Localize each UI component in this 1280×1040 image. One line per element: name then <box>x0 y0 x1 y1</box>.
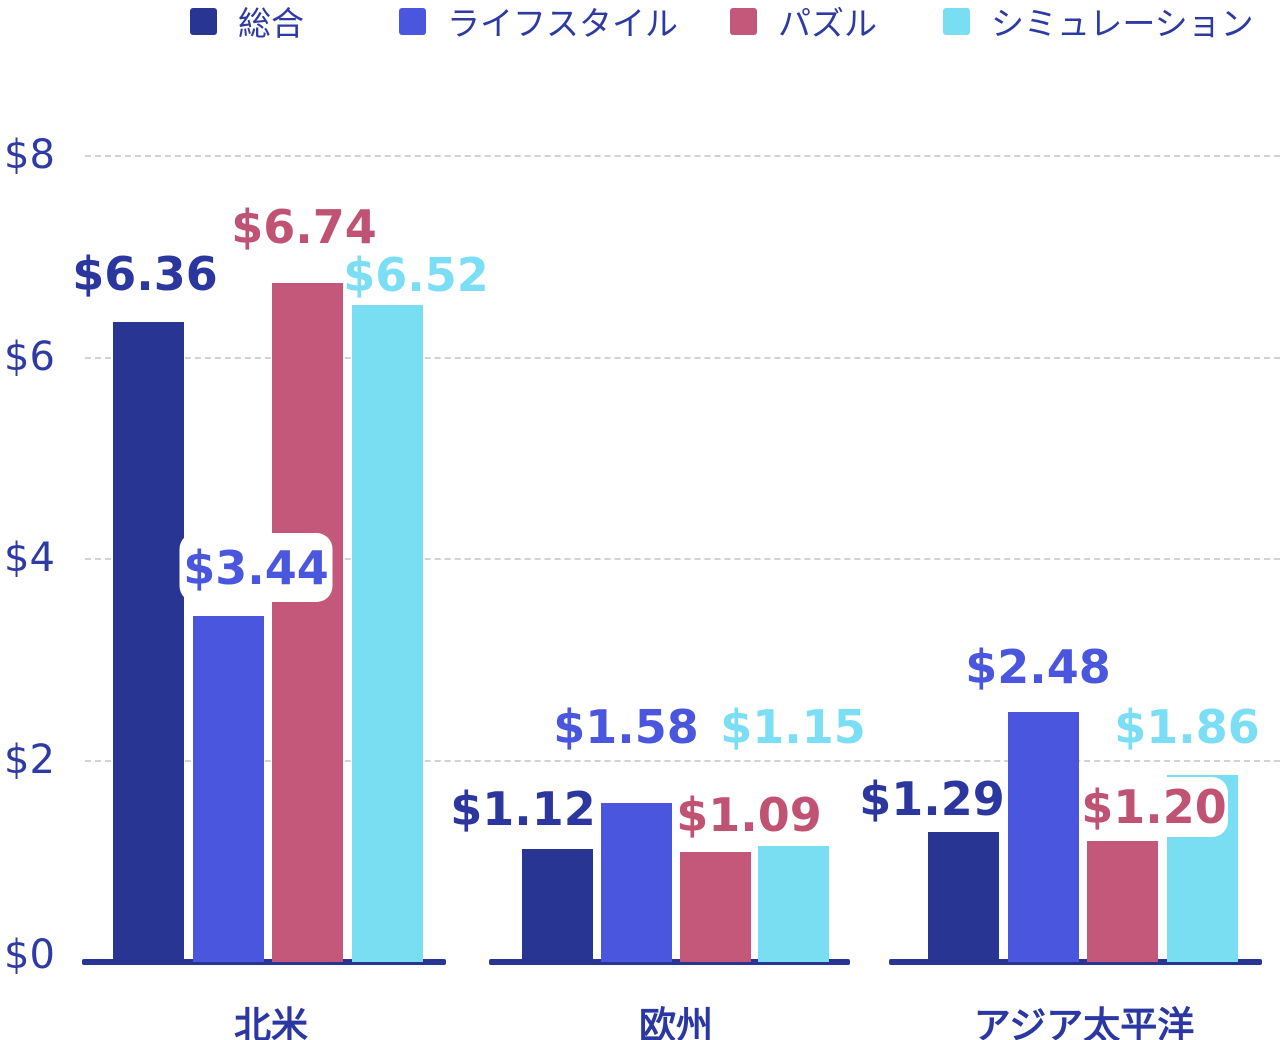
category-label: アジア太平洋 <box>973 1004 1195 1040</box>
axis-baseline <box>82 959 446 965</box>
y-axis-tick-label: $6 <box>4 333 55 380</box>
value-label: $6.36 <box>72 247 218 301</box>
y-axis-tick-label: $4 <box>4 535 55 582</box>
gridline <box>85 759 1280 762</box>
legend-item: パズル <box>730 4 877 43</box>
gridline <box>85 356 1280 359</box>
legend-label: パズル <box>778 4 877 43</box>
legend-item: シミュレーション <box>943 4 1254 43</box>
bar-1-group-2 <box>522 849 593 962</box>
value-label: $3.44 <box>183 540 329 595</box>
bar-2-group-1 <box>193 615 264 962</box>
value-label: $1.58 <box>553 700 699 754</box>
value-label: $1.29 <box>859 772 1005 826</box>
category-label: 欧州 <box>639 1004 713 1040</box>
bar-2-group-3 <box>1008 712 1079 962</box>
value-label: $6.52 <box>343 248 489 302</box>
value-label-box: $1.20 <box>1080 777 1228 837</box>
bar-3-group-1 <box>272 283 343 962</box>
value-label: $1.15 <box>720 700 866 754</box>
value-label: $1.12 <box>450 782 596 836</box>
gridline <box>85 155 1280 158</box>
legend-swatch-icon <box>190 7 217 35</box>
legend-item: 総合 <box>190 4 304 43</box>
y-axis-tick-label: $0 <box>4 932 55 978</box>
bar-2-group-2 <box>601 802 672 962</box>
bar-1-group-1 <box>113 321 184 962</box>
legend-swatch-icon <box>399 7 426 35</box>
legend-label: ライフスタイル <box>447 4 678 43</box>
legend-label: 総合 <box>238 4 304 43</box>
axis-baseline <box>489 959 850 965</box>
value-label: $1.20 <box>1081 780 1227 834</box>
value-label: $2.48 <box>965 640 1111 694</box>
value-label: $1.86 <box>1114 700 1260 754</box>
bar-4-group-2 <box>758 846 829 962</box>
gridline <box>85 558 1280 561</box>
value-label: $6.74 <box>231 200 377 254</box>
axis-baseline <box>889 959 1262 965</box>
value-label: $1.09 <box>676 788 822 842</box>
legend-swatch-icon <box>943 7 970 35</box>
bar-3-group-2 <box>680 852 751 962</box>
y-axis-tick-label: $2 <box>4 736 55 783</box>
bar-1-group-3 <box>928 832 999 962</box>
category-label: 北米 <box>234 1004 308 1040</box>
legend-swatch-icon <box>730 7 757 35</box>
legend-item: ライフスタイル <box>399 4 678 43</box>
legend-label: シミュレーション <box>991 4 1254 43</box>
y-axis-tick-label: $8 <box>4 132 55 179</box>
bar-3-group-3 <box>1087 841 1158 962</box>
value-label-box: $3.44 <box>179 533 333 602</box>
bar-4-group-1 <box>352 305 423 962</box>
